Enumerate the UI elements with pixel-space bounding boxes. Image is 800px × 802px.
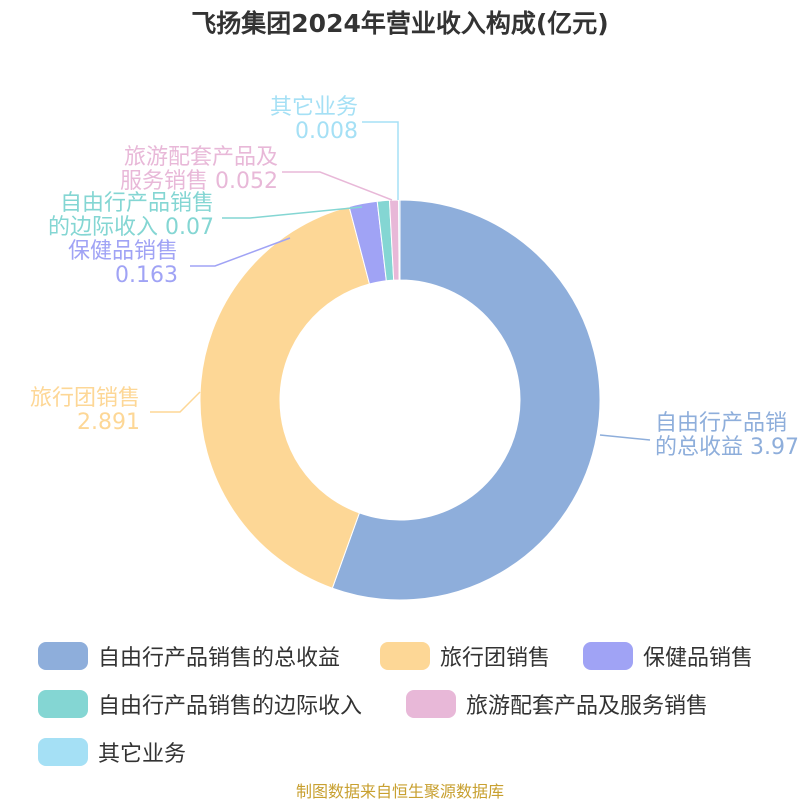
legend-swatch [406,690,456,718]
data-label-tour-group: 旅行团销售 2.891 [30,386,140,435]
legend-label: 旅游配套产品及服务销售 [466,694,709,719]
slice-other-business[interactable] [398,199,401,281]
label-line-other-business [362,121,399,200]
chart-title: 飞扬集团2024年营业收入构成(亿元) [191,9,609,38]
data-label-free-travel-margin: 自由行产品销售的边际收入 0.07 [48,191,214,240]
legend-label: 其它业务 [98,742,187,767]
label-line-free-travel-margin [222,206,363,219]
legend-item-other-business[interactable]: 其它业务 [38,732,186,772]
data-label-other-business: 其它业务 0.008 [270,95,358,144]
data-label-ancillary-services: 旅游配套产品及服务销售 0.052 [120,145,278,194]
legend-swatch [38,642,88,670]
legend-item-health-products[interactable]: 保健品销售 [583,636,753,676]
legend-label: 自由行产品销售的边际收入 [98,694,363,719]
legend-swatch [38,690,88,718]
data-label-health-products: 保健品销售 0.163 [68,239,178,288]
label-line-tour-group [150,391,201,413]
legend-swatch [583,642,633,670]
legend-label: 旅行团销售 [440,646,551,671]
legend-swatch [380,642,430,670]
legend-item-free-travel-total[interactable]: 自由行产品销售的总收益 [38,636,340,676]
legend-label: 保健品销售 [643,646,754,671]
label-line-health-products [190,237,291,267]
legend-swatch [38,738,88,766]
label-line-free-travel-total [599,434,651,441]
slice-free-travel-total[interactable] [331,199,601,601]
legend-item-ancillary-services[interactable]: 旅游配套产品及服务销售 [406,684,708,724]
slice-tour-group[interactable] [199,205,371,589]
label-line-ancillary-services [282,171,393,201]
data-label-free-travel-total: 自由行产品销的总收益 3.97 [655,411,799,460]
legend-item-free-travel-margin[interactable]: 自由行产品销售的边际收入 [38,684,362,724]
legend-item-tour-group[interactable]: 旅行团销售 [380,636,550,676]
source-note: 制图数据来自恒生聚源数据库 [295,782,504,801]
legend-label: 自由行产品销售的总收益 [98,646,341,671]
